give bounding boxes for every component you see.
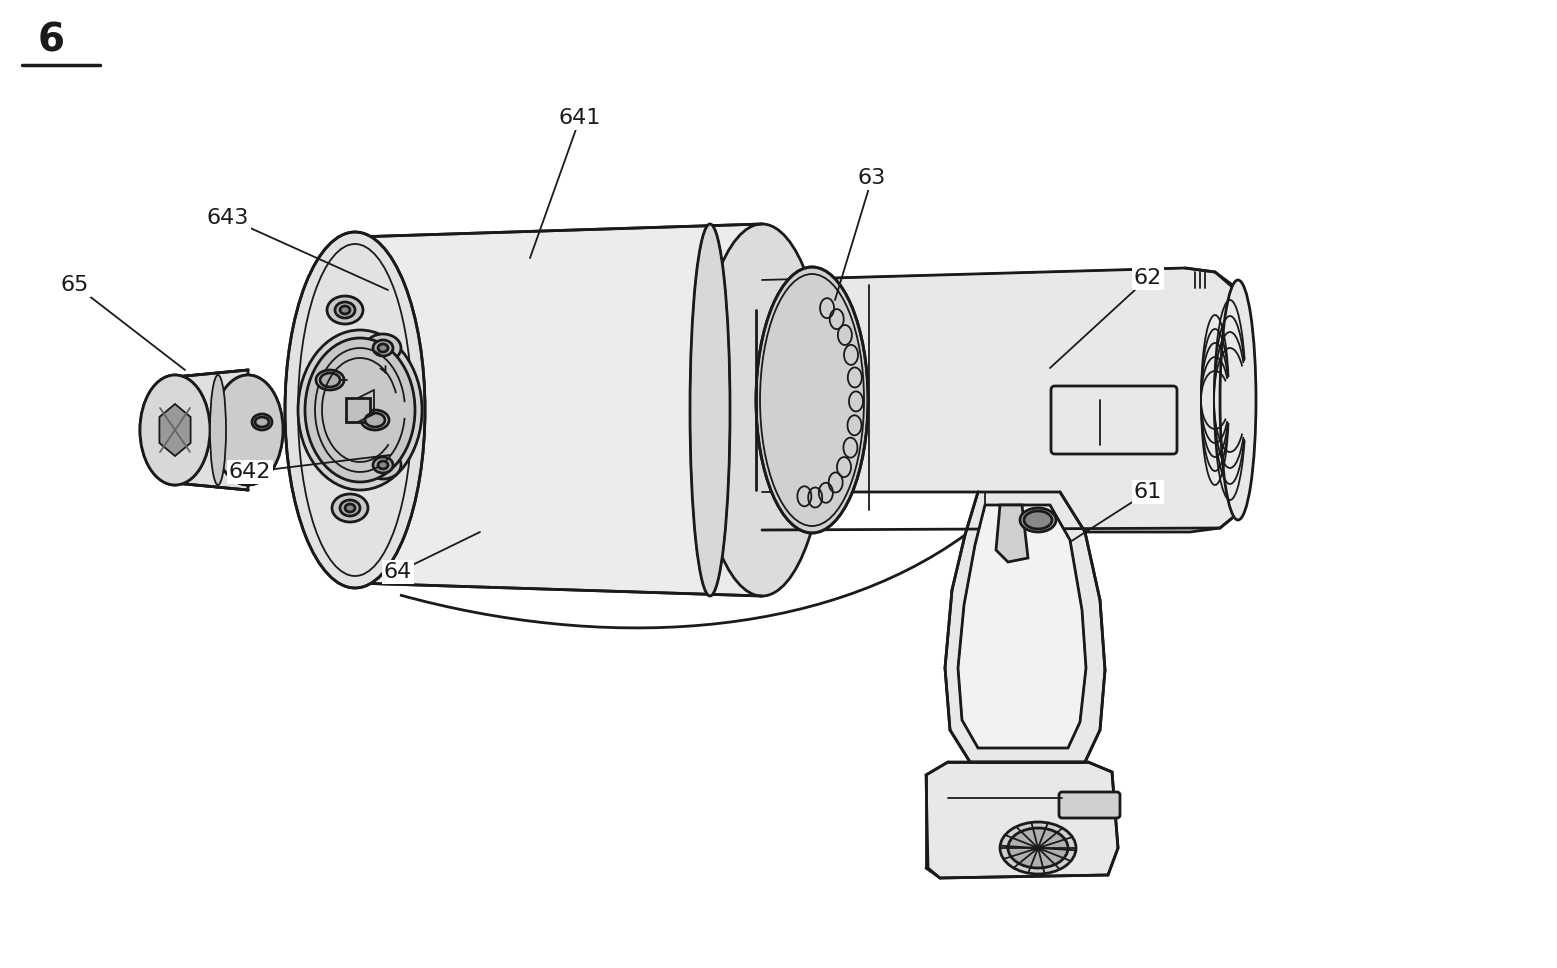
Ellipse shape <box>1000 822 1076 874</box>
Ellipse shape <box>255 417 269 427</box>
Ellipse shape <box>698 224 827 596</box>
Ellipse shape <box>1007 828 1068 868</box>
Ellipse shape <box>140 375 210 485</box>
Ellipse shape <box>374 457 392 473</box>
Text: 641: 641 <box>559 108 601 128</box>
Polygon shape <box>159 404 190 456</box>
Ellipse shape <box>364 413 385 427</box>
Ellipse shape <box>339 306 350 314</box>
Polygon shape <box>945 492 1105 762</box>
Text: 61: 61 <box>1133 482 1162 502</box>
Ellipse shape <box>316 370 344 390</box>
Ellipse shape <box>335 302 355 318</box>
Ellipse shape <box>378 461 388 469</box>
Ellipse shape <box>305 338 416 482</box>
Ellipse shape <box>140 375 210 485</box>
Bar <box>346 398 371 422</box>
Ellipse shape <box>252 414 272 430</box>
Ellipse shape <box>1025 511 1053 529</box>
Ellipse shape <box>327 296 363 324</box>
Text: 643: 643 <box>207 208 249 228</box>
Ellipse shape <box>690 224 730 596</box>
FancyBboxPatch shape <box>1059 792 1119 818</box>
Polygon shape <box>761 268 1242 532</box>
FancyBboxPatch shape <box>1051 386 1177 454</box>
Polygon shape <box>174 370 248 490</box>
Ellipse shape <box>332 494 367 522</box>
Ellipse shape <box>285 232 425 588</box>
Ellipse shape <box>213 375 283 485</box>
Ellipse shape <box>1020 508 1056 532</box>
Ellipse shape <box>210 375 226 485</box>
Ellipse shape <box>374 340 392 356</box>
Text: 64: 64 <box>385 562 413 582</box>
Text: 63: 63 <box>858 168 886 188</box>
Text: 65: 65 <box>61 275 89 295</box>
Polygon shape <box>996 505 1028 562</box>
Ellipse shape <box>339 500 360 516</box>
Ellipse shape <box>321 373 339 387</box>
Ellipse shape <box>297 330 422 490</box>
Polygon shape <box>355 224 761 596</box>
Ellipse shape <box>1221 280 1256 520</box>
Ellipse shape <box>364 451 402 479</box>
Text: 62: 62 <box>1133 268 1162 288</box>
Polygon shape <box>958 505 1085 748</box>
Text: 642: 642 <box>229 462 271 482</box>
Ellipse shape <box>757 267 867 533</box>
Ellipse shape <box>361 410 389 430</box>
Ellipse shape <box>378 344 388 352</box>
Ellipse shape <box>213 375 283 485</box>
Text: 6: 6 <box>37 22 65 60</box>
Polygon shape <box>926 762 1118 878</box>
Ellipse shape <box>346 504 355 512</box>
Ellipse shape <box>364 334 402 362</box>
